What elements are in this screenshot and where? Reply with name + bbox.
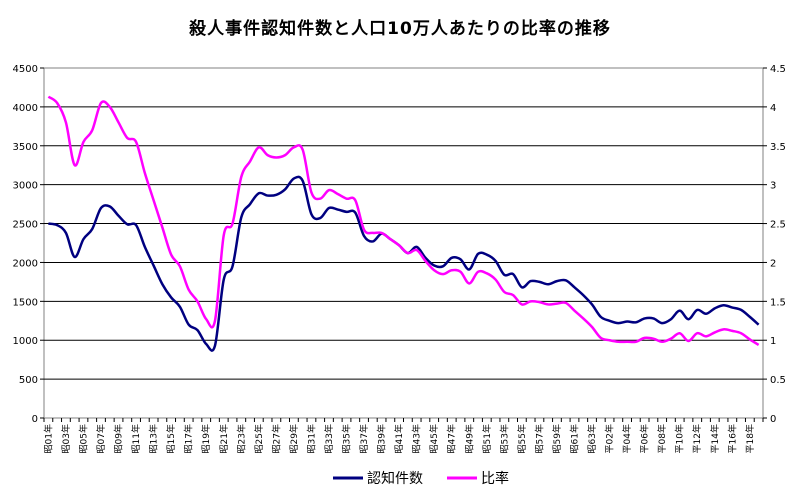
y-right-tick-label: 2.5 xyxy=(770,220,786,231)
x-tick-label: 平06年 xyxy=(639,424,651,453)
x-tick-label: 昭33年 xyxy=(323,424,335,453)
x-tick-label: 昭25年 xyxy=(253,424,265,453)
y-left-tick-label: 500 xyxy=(19,375,38,386)
plot-area xyxy=(43,67,764,419)
y-left-tick-label: 0 xyxy=(32,414,38,425)
x-tick-label: 昭63年 xyxy=(586,424,598,453)
x-tick-label: 平10年 xyxy=(674,424,686,453)
x-tick-label: 平12年 xyxy=(691,424,703,453)
x-tick-label: 昭43年 xyxy=(411,424,423,453)
y-left-tick-label: 1000 xyxy=(13,336,38,347)
x-tick-label: 昭51年 xyxy=(481,424,493,453)
x-tick-label: 昭19年 xyxy=(200,424,212,453)
x-tick-label: 昭09年 xyxy=(113,424,125,453)
y-right-tick-label: 3 xyxy=(770,181,776,192)
x-tick-label: 昭23年 xyxy=(235,424,247,453)
y-left-tick-label: 2000 xyxy=(13,258,38,269)
x-tick-label: 昭49年 xyxy=(463,424,475,453)
x-tick-label: 昭17年 xyxy=(183,424,195,453)
y-right-tick-label: 4 xyxy=(770,103,776,114)
x-tick-label: 昭03年 xyxy=(60,424,72,453)
x-tick-label: 昭45年 xyxy=(428,424,440,453)
x-tick-label: 平18年 xyxy=(744,424,756,453)
x-tick-label: 昭35年 xyxy=(341,424,353,453)
x-tick-label: 平02年 xyxy=(604,424,616,453)
x-tick-label: 昭15年 xyxy=(165,424,177,453)
x-tick-label: 平16年 xyxy=(726,424,738,453)
series-line-2 xyxy=(47,95,760,346)
y-left-tick-label: 3000 xyxy=(13,181,38,192)
x-tick-label: 昭05年 xyxy=(77,424,89,453)
x-tick-label: 昭61年 xyxy=(568,424,580,453)
y-right-tick-label: 1.5 xyxy=(770,297,786,308)
y-right-tick-label: 4.5 xyxy=(770,64,786,75)
y-right-tick-label: 0.5 xyxy=(770,375,786,386)
y-right-tick-label: 0 xyxy=(770,414,776,425)
legend-label-1: 認知件数 xyxy=(367,470,423,487)
x-tick-label: 昭21年 xyxy=(218,424,230,453)
x-tick-label: 昭41年 xyxy=(393,424,405,453)
y-left-tick-label: 1500 xyxy=(13,297,38,308)
x-tick-label: 昭13年 xyxy=(148,424,160,453)
legend-label-2: 比率 xyxy=(481,470,509,487)
y-right-tick-label: 1 xyxy=(770,336,776,347)
x-tick-label: 昭57年 xyxy=(533,424,545,453)
y-left-tick-label: 2500 xyxy=(13,220,38,231)
x-tick-label: 昭55年 xyxy=(516,424,528,453)
x-tick-label: 昭53年 xyxy=(498,424,510,453)
x-tick-label: 平14年 xyxy=(709,424,721,453)
x-tick-label: 昭47年 xyxy=(446,424,458,453)
y-right-tick-label: 2 xyxy=(770,258,776,269)
x-tick-label: 昭39年 xyxy=(376,424,388,453)
x-tick-label: 昭07年 xyxy=(95,424,107,453)
x-tick-label: 昭37年 xyxy=(358,424,370,453)
x-tick-label: 平04年 xyxy=(621,424,633,453)
x-tick-label: 昭01年 xyxy=(42,424,54,453)
y-left-tick-label: 3500 xyxy=(13,142,38,153)
y-left-tick-label: 4000 xyxy=(13,103,38,114)
y-right-tick-label: 3.5 xyxy=(770,142,786,153)
x-tick-label: 平08年 xyxy=(656,424,668,453)
x-tick-label: 昭27年 xyxy=(270,424,282,453)
x-tick-label: 昭31年 xyxy=(305,424,317,453)
chart-title: 殺人事件認知件数と人口10万人あたりの比率の推移 xyxy=(189,19,611,39)
x-tick-label: 昭29年 xyxy=(288,424,300,453)
y-left-tick-label: 4500 xyxy=(13,64,38,75)
x-tick-label: 昭59年 xyxy=(551,424,563,453)
x-tick-label: 昭11年 xyxy=(130,424,142,453)
